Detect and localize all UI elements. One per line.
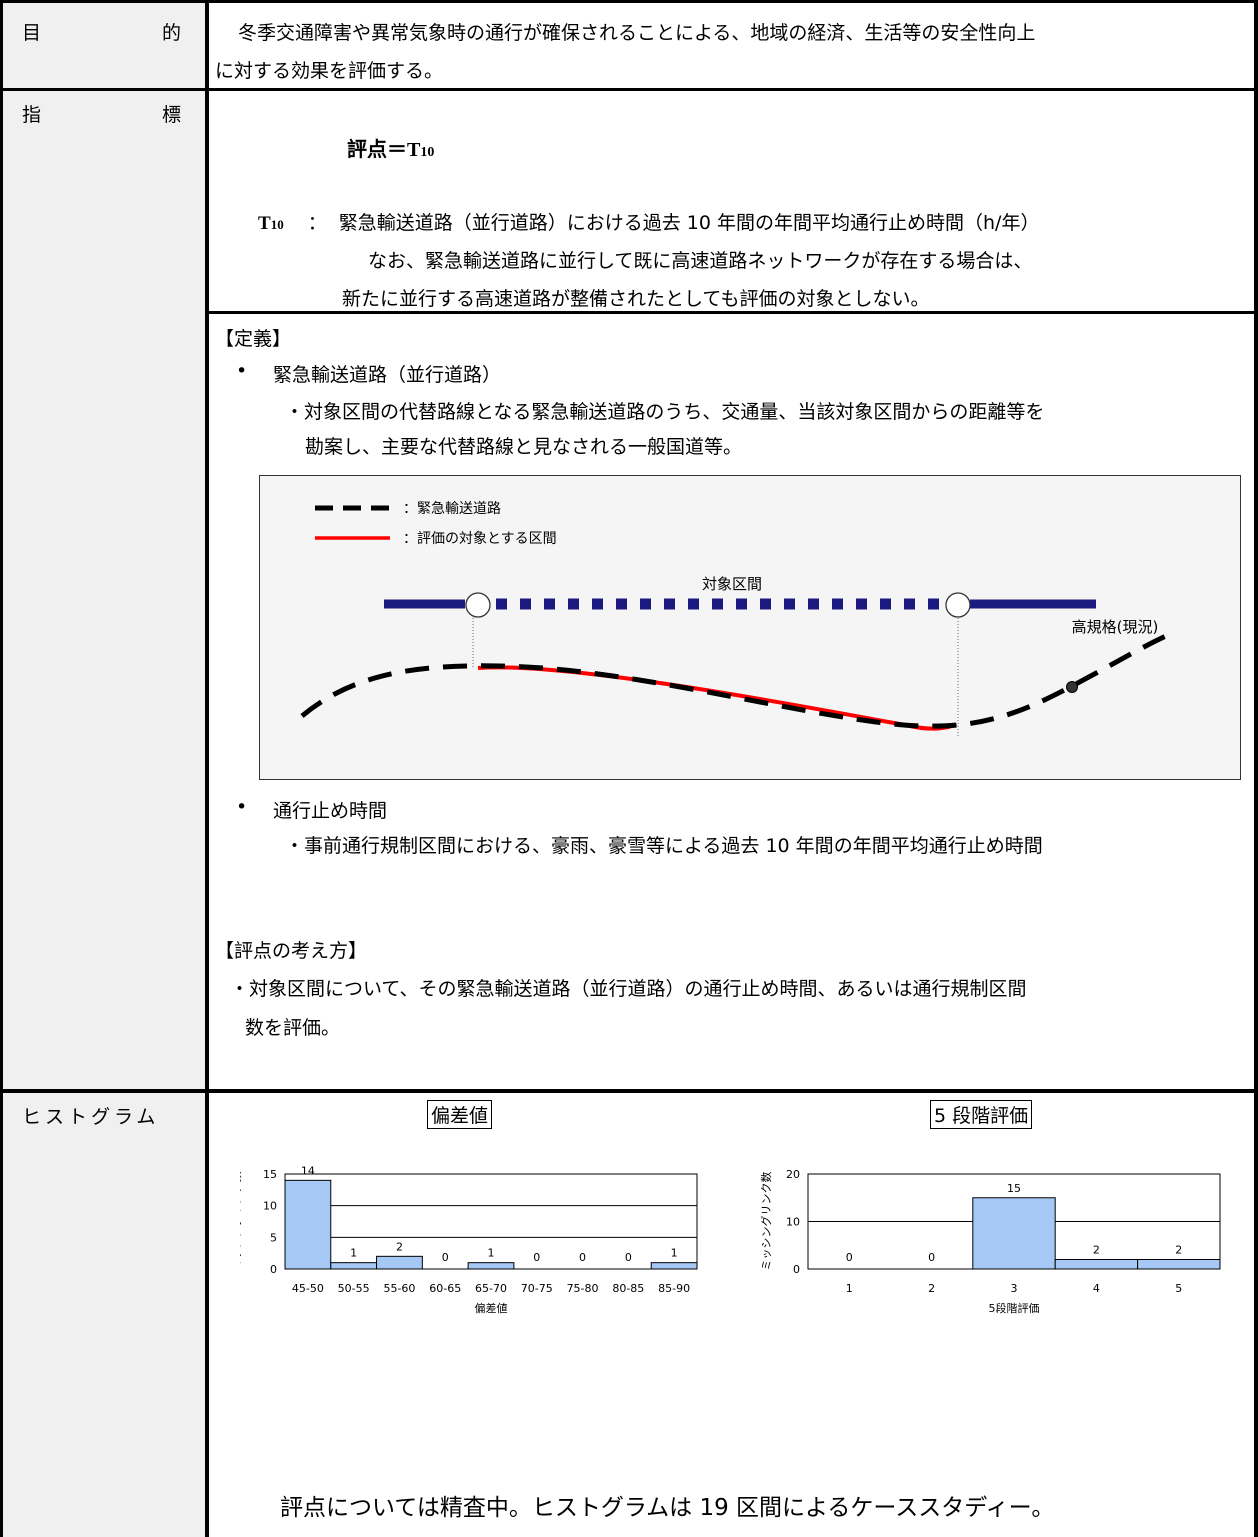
bar-value-label: 2 — [396, 1240, 403, 1253]
x-tick-label: 80-85 — [612, 1282, 644, 1295]
column-divider — [205, 0, 209, 1537]
bar-value-label: 1 — [488, 1247, 495, 1260]
def-variable: T — [258, 213, 271, 234]
deviation-chart-title: 偏差値 — [427, 1100, 493, 1129]
bar — [972, 1197, 1056, 1270]
interchange-left-icon — [465, 592, 491, 618]
x-tick-label: 2 — [928, 1282, 935, 1295]
y-tick-label: 0 — [270, 1263, 277, 1276]
histogram-label: ヒストグラム — [22, 1106, 160, 1128]
column-divider — [1254, 0, 1258, 1537]
y-tick-label: 20 — [786, 1168, 800, 1181]
bar-value-label: 0 — [442, 1251, 449, 1264]
score-formula: 評点＝T10 — [347, 133, 434, 162]
def-text: 緊急輸送道路（並行道路）における過去 10 年間の年間平均通行止め時間（h/年） — [338, 212, 1040, 234]
interchange-right-icon — [945, 592, 971, 618]
x-axis-label: 偏差値 — [475, 1301, 508, 1315]
bar-value-label: 0 — [846, 1251, 853, 1264]
x-tick-label: 85-90 — [658, 1282, 690, 1295]
purpose-line-1: 冬季交通障害や異常気象時の通行が確保されることによる、地域の経済、生活等の安全性… — [238, 22, 1036, 44]
t10-definition-line-2: なお、緊急輸送道路に並行して既に高速道路ネットワークが存在する場合は、 — [368, 250, 1033, 272]
row-divider — [0, 88, 1258, 91]
bar-value-label: 0 — [533, 1251, 540, 1264]
bar-value-label: 0 — [625, 1251, 632, 1264]
road-node-icon — [1066, 681, 1078, 693]
purpose-label: 目 的 — [22, 22, 183, 44]
y-axis-label: ミッシングリンク数 — [760, 1172, 773, 1271]
x-tick-label: 55-60 — [383, 1282, 415, 1295]
formula-subscript: 10 — [420, 145, 435, 160]
row-divider — [0, 1089, 1258, 1093]
road-diagram-svg: ：緊急輸送道路 ：評価の対象とする区間 対象区間 高規格(現況) — [300, 501, 1168, 738]
five-level-chart-title: 5 段階評価 — [930, 1100, 1033, 1129]
bar-value-label: 1 — [671, 1247, 678, 1260]
evaluated-section-red — [477, 665, 958, 731]
definition-bullet-1-line-1: ・対象区間の代替路線となる緊急輸送道路のうち、交通量、当該対象区間からの距離等を — [285, 401, 1045, 423]
y-tick-label: 15 — [263, 1168, 277, 1181]
x-tick-label: 5 — [1175, 1282, 1182, 1295]
column-divider — [0, 0, 3, 1537]
bullet-dot: • — [236, 796, 248, 818]
scoring-line-2: 数を評価。 — [245, 1017, 341, 1039]
scoring-heading: 【評点の考え方】 — [215, 940, 368, 962]
scoring-line-1: ・対象区間について、その緊急輸送道路（並行道路）の通行止め時間、あるいは通行規制… — [230, 978, 1027, 1000]
t10-definition-line-3: 新たに並行する高速道路が整備されたとしても評価の対象としない。 — [342, 288, 930, 310]
x-tick-label: 1 — [846, 1282, 853, 1295]
bar — [330, 1262, 378, 1270]
y-tick-label: 10 — [263, 1200, 277, 1213]
x-axis-label: 5段階評価 — [989, 1301, 1040, 1315]
definition-bullet-1-line-2: 勘案し、主要な代替路線と見なされる一般国道等。 — [305, 436, 743, 458]
bar-value-label: 14 — [301, 1164, 315, 1177]
bullet-dot: • — [236, 360, 248, 382]
bar — [467, 1262, 515, 1270]
bar-value-label: 0 — [579, 1251, 586, 1264]
def-colon: ： — [307, 212, 327, 234]
x-tick-label: 70-75 — [521, 1282, 553, 1295]
histogram-note: 評点については精査中。ヒストグラムは 19 区間によるケーススタディー。 — [280, 1495, 1055, 1521]
section-label: 対象区間 — [702, 575, 762, 593]
formula-variable: T — [407, 139, 421, 161]
emergency-road-dashed — [300, 633, 1168, 729]
highway-label: 高規格(現況) — [1072, 618, 1159, 636]
y-tick-label: 0 — [793, 1263, 800, 1276]
y-tick-label: 10 — [786, 1216, 800, 1229]
bar-value-label: 15 — [1007, 1182, 1021, 1195]
x-tick-label: 60-65 — [429, 1282, 461, 1295]
x-tick-label: 3 — [1011, 1282, 1018, 1295]
row-divider — [0, 0, 1258, 3]
x-tick-label: 65-70 — [475, 1282, 507, 1295]
definition-bullet-2-title: 通行止め時間 — [273, 800, 388, 822]
definition-heading: 【定義】 — [215, 328, 292, 350]
x-tick-label: 75-80 — [567, 1282, 599, 1295]
bar — [1137, 1259, 1221, 1270]
bar — [1054, 1259, 1139, 1270]
x-tick-label: 4 — [1093, 1282, 1100, 1295]
road-diagram: ：緊急輸送道路 ：評価の対象とする区間 対象区間 高規格(現況) — [259, 475, 1241, 780]
bar-value-label: 0 — [928, 1251, 935, 1264]
row-divider — [207, 311, 1258, 314]
purpose-line-2: に対する効果を評価する。 — [215, 60, 444, 82]
legend-dashed-text: ：緊急輸送道路 — [403, 501, 501, 517]
bar — [376, 1255, 423, 1270]
bar-value-label: 2 — [1175, 1244, 1182, 1257]
def-subscript: 10 — [270, 217, 284, 232]
legend-red-text: ：評価の対象とする区間 — [403, 531, 557, 547]
y-axis-label: ミッシングリンク数 — [240, 1172, 243, 1271]
bar — [650, 1262, 698, 1270]
formula-prefix: 評点＝ — [347, 137, 407, 161]
t10-definition-line-1: T10 ： 緊急輸送道路（並行道路）における過去 10 年間の年間平均通行止め時間… — [258, 208, 1039, 235]
bar-value-label: 2 — [1093, 1244, 1100, 1257]
definition-bullet-2-line-1: ・事前通行規制区間における、豪雨、豪雪等による過去 10 年間の年間平均通行止め… — [285, 835, 1043, 857]
label-column — [0, 0, 207, 1537]
bar — [284, 1179, 332, 1270]
indicator-label: 指 標 — [22, 104, 183, 126]
x-tick-label: 45-50 — [292, 1282, 324, 1295]
definition-bullet-1-title: 緊急輸送道路（並行道路） — [273, 364, 502, 386]
bar-value-label: 1 — [350, 1247, 357, 1260]
x-tick-label: 50-55 — [338, 1282, 370, 1295]
y-tick-label: 5 — [270, 1231, 277, 1244]
